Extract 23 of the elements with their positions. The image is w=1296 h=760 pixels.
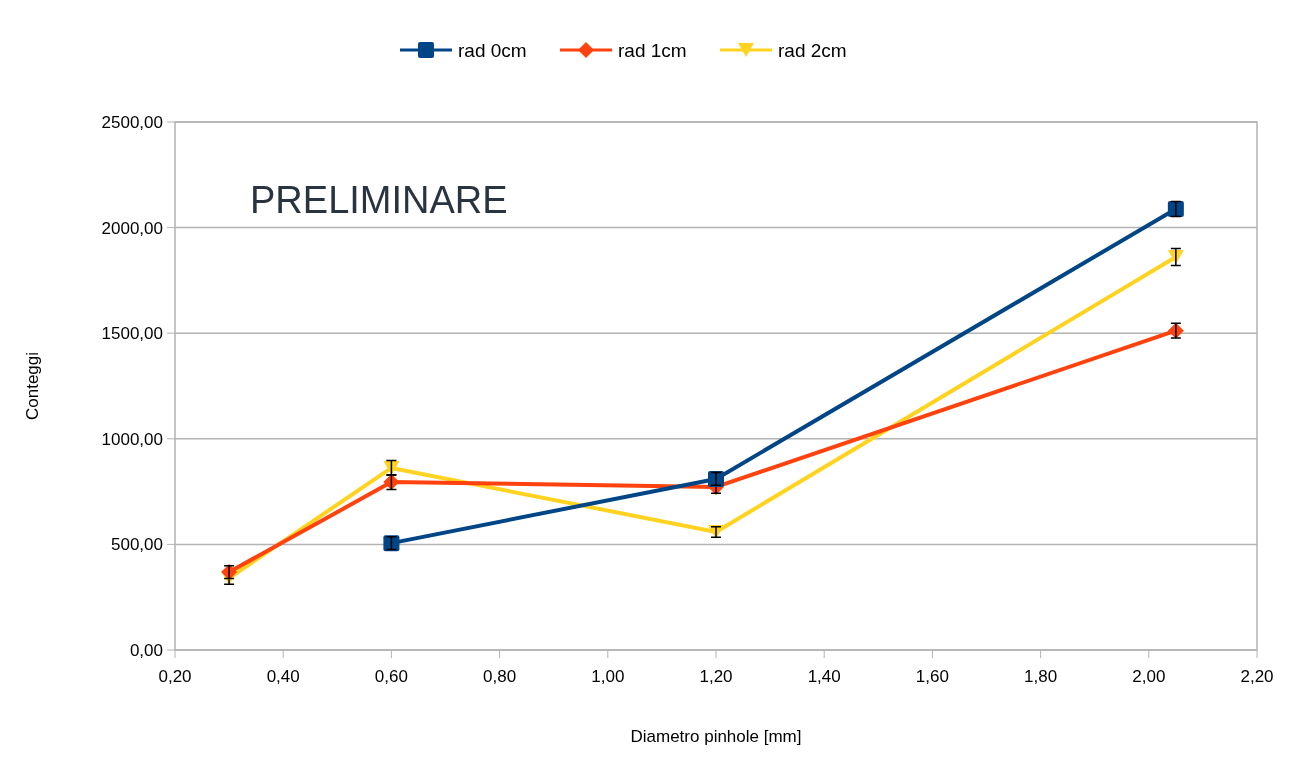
x-tick-label: 1,80 <box>1024 667 1058 686</box>
x-tick-label: 1,60 <box>915 667 949 686</box>
annotation: PRELIMINARE <box>250 179 508 221</box>
y-axis-title: Conteggi <box>23 351 42 421</box>
x-tick-label: 0,40 <box>266 667 300 686</box>
y-tick-label: 1500,00 <box>101 324 163 344</box>
x-tick-label: 0,60 <box>374 667 408 686</box>
x-tick-label: 1,20 <box>699 667 733 686</box>
x-axis-title: Diametro pinhole [mm] <box>630 727 802 746</box>
y-tick-label: 1000,00 <box>101 429 163 449</box>
legend-label: rad 0cm <box>458 39 527 61</box>
legend-label: rad 2cm <box>778 39 847 61</box>
y-tick-label: 2500,00 <box>101 112 163 132</box>
x-tick-label: 1,40 <box>807 667 841 686</box>
y-tick-label: 2000,00 <box>101 218 163 238</box>
legend-label: rad 1cm <box>618 39 687 61</box>
x-tick-label: 2,00 <box>1132 667 1166 686</box>
y-tick-label: 500,00 <box>111 535 163 555</box>
x-tick-label: 0,80 <box>483 667 517 686</box>
x-tick-label: 2,20 <box>1240 667 1274 686</box>
x-tick-label: 0,20 <box>158 667 192 686</box>
y-tick-label: 0,00 <box>129 640 163 660</box>
x-tick-label: 1,00 <box>591 667 625 686</box>
